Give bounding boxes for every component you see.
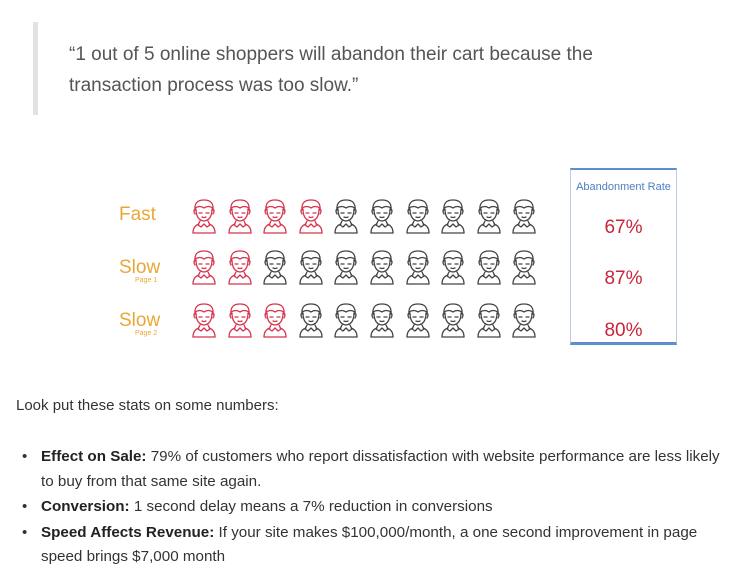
shopper-face-icon [438,197,468,235]
shopper-face-icon [225,197,255,235]
shopper-face-icon [367,248,397,286]
rate-value-fast: 67% [604,217,643,238]
blockquote: “1 out of 5 online shoppers will abandon… [33,22,678,115]
shopper-face-icon [403,248,433,286]
bullet-icon: • [22,448,28,465]
row-fast: Fast [0,197,560,241]
shopper-face-icon [260,248,290,286]
shopper-face-icon [260,301,290,339]
item-title: Speed Affects Revenue: [41,523,215,541]
item-text: 1 second delay means a 7% reduction in c… [129,498,493,515]
shopper-face-icon [438,301,468,339]
item-text: If your site makes $100,000/month, a one… [41,523,698,566]
shopper-face-icon [367,197,397,235]
shopper-face-icon [403,301,433,339]
shopper-face-icon [474,197,504,235]
bullet-icon: • [22,498,28,515]
shopper-face-icon [331,301,361,339]
item-text: 79% of customers who report dissatisfact… [41,448,720,490]
shopper-face-icon [509,301,539,339]
shopper-face-icon [296,301,326,339]
shopper-face-icon [225,301,255,339]
list-item: • Conversion: 1 second delay means a 7% … [16,495,736,520]
bullet-icon: • [22,523,28,541]
rate-value-slow-page2: 80% [604,320,643,341]
shopper-face-icon [509,197,539,235]
item-title: Conversion: [41,498,130,515]
shopper-face-icon [260,197,290,235]
abandonment-infographic: Fast Slow Page 1 Slow Page 2 Abandonment… [0,160,740,360]
row-sublabel: Page 2 [135,330,158,337]
rate-value-slow-page1: 87% [604,268,643,289]
list-item: • Effect on Sale: 79% of customers who r… [16,445,736,494]
shopper-face-icon [189,248,219,286]
row-slow-page1: Slow Page 1 [0,248,560,292]
stats-list: • Effect on Sale: 79% of customers who r… [16,445,736,571]
shopper-face-icon [367,301,397,339]
shopper-face-icon [189,301,219,339]
abandonment-rate-box: Abandonment Rate 67% 87% 80% [570,168,677,345]
row-label: Slow [119,257,161,278]
shopper-face-icon [296,248,326,286]
row-label: Slow [119,310,161,331]
shopper-face-icon [509,248,539,286]
row-slow-page2: Slow Page 2 [0,301,560,345]
shopper-face-icon [474,248,504,286]
shopper-face-icon [438,248,468,286]
quote-text: “1 out of 5 online shoppers will abandon… [69,44,593,96]
shopper-face-icon [331,248,361,286]
shopper-face-icon [474,301,504,339]
row-sublabel: Page 1 [135,277,158,284]
intro-text: Look put these stats on some numbers: [16,397,279,414]
shopper-face-icon [296,197,326,235]
row-label: Fast [119,204,156,225]
list-item: • Speed Affects Revenue: If your site ma… [16,521,736,570]
rate-header: Abandonment Rate [576,181,671,193]
item-title: Effect on Sale: [41,448,147,465]
shopper-face-icon [331,197,361,235]
shopper-face-icon [225,248,255,286]
shopper-face-icon [403,197,433,235]
shopper-face-icon [189,197,219,235]
